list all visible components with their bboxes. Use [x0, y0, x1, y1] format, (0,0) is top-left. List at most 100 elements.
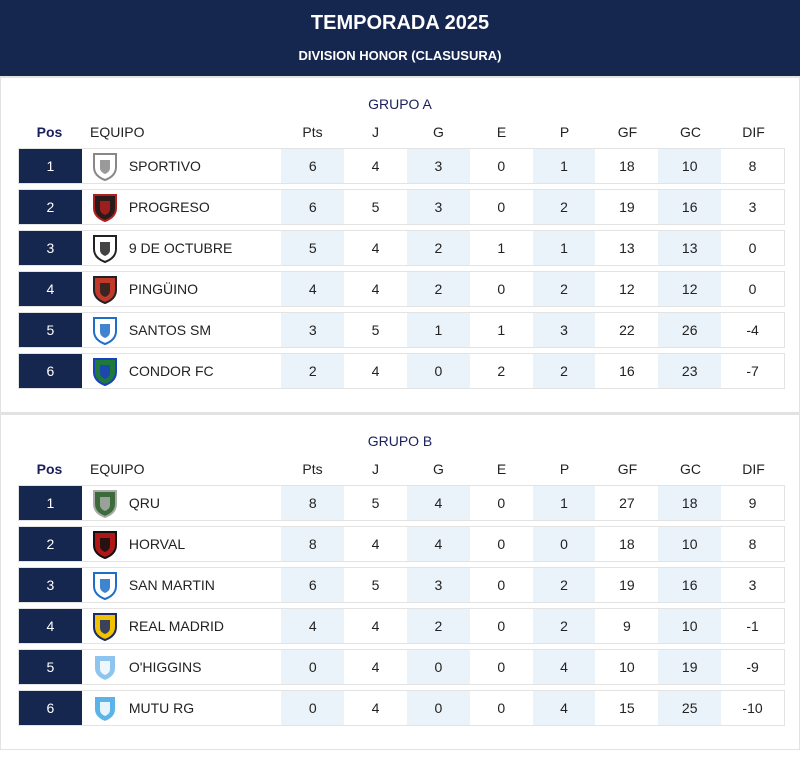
- group-a-section: GRUPO A Pos EQUIPO Pts J G E P GF GC DIF 1 SPORTIVO 6…: [0, 76, 800, 413]
- pts-cell: 2: [281, 354, 345, 388]
- e-cell: 0: [497, 700, 506, 716]
- gf-cell: 12: [619, 281, 635, 297]
- 9-de-octubre-crest-icon: [92, 235, 117, 263]
- table-row[interactable]: 3 9 DE OCTUBRE 5 4 2 1 1 13 13 0: [18, 230, 785, 266]
- gc-cell: 10: [658, 527, 722, 561]
- g-cell: 3: [406, 190, 470, 224]
- team-cell: SAN MARTIN: [82, 568, 282, 602]
- j-cell: 5: [371, 199, 380, 215]
- table-row[interactable]: 1 QRU 8 5 4 0 1 27 18 9: [18, 485, 785, 521]
- dif-cell: -7: [746, 363, 759, 379]
- j-cell: 5: [371, 322, 380, 338]
- header-equipo: EQUIPO: [90, 461, 145, 477]
- team-cell: SPORTIVO: [82, 149, 282, 183]
- pts-cell: 5: [281, 231, 345, 265]
- position-cell: 6: [19, 691, 82, 725]
- team-cell: QRU: [82, 486, 282, 520]
- header-p: P: [559, 124, 570, 140]
- table-row[interactable]: 3 SAN MARTIN 6 5 3 0 2 19 16 3: [18, 567, 785, 603]
- team-cell: HORVAL: [82, 527, 282, 561]
- g-cell: 3: [406, 568, 470, 602]
- header-pos: Pos: [36, 461, 63, 477]
- header-pts: Pts: [302, 461, 323, 477]
- gc-cell: 12: [658, 272, 722, 306]
- table-row[interactable]: 4 REAL MADRID 4 4 2 0 2 9 10 -1: [18, 608, 785, 644]
- division-subtitle: DIVISION HONOR (CLASUSURA): [298, 48, 502, 63]
- team-cell: PINGÜINO: [82, 272, 282, 306]
- team-cell: PROGRESO: [82, 190, 282, 224]
- header-dif: DIF: [742, 124, 765, 140]
- table-row[interactable]: 6 CONDOR FC 2 4 0 2 2 16 23 -7: [18, 353, 785, 389]
- table-row[interactable]: 2 HORVAL 8 4 4 0 0 18 10 8: [18, 526, 785, 562]
- gc-cell: 23: [658, 354, 722, 388]
- j-cell: 4: [371, 158, 380, 174]
- g-cell: 2: [406, 609, 470, 643]
- position-cell: 2: [19, 190, 82, 224]
- table-row[interactable]: 5 SANTOS SM 3 5 1 1 3 22 26 -4: [18, 312, 785, 348]
- table-row[interactable]: 6 MUTU RG 0 4 0 0 4 15 25 -10: [18, 690, 785, 726]
- e-cell: 0: [497, 659, 506, 675]
- e-cell: 0: [497, 199, 506, 215]
- ohiggins-crest-icon: [92, 654, 117, 682]
- header-j: J: [372, 461, 379, 477]
- gf-cell: 9: [622, 618, 631, 634]
- e-cell: 0: [497, 281, 506, 297]
- header-e: E: [496, 461, 507, 477]
- p-cell: 1: [532, 231, 596, 265]
- santos-sm-crest-icon: [92, 317, 117, 345]
- j-cell: 4: [371, 281, 380, 297]
- p-cell: 1: [532, 486, 596, 520]
- j-cell: 4: [371, 536, 380, 552]
- team-cell: REAL MADRID: [82, 609, 282, 643]
- j-cell: 4: [371, 363, 380, 379]
- table-row[interactable]: 1 SPORTIVO 6 4 3 0 1 18 10 8: [18, 148, 785, 184]
- j-cell: 4: [371, 618, 380, 634]
- position-cell: 1: [19, 486, 82, 520]
- gf-cell: 15: [619, 700, 635, 716]
- header-gf: GF: [617, 461, 638, 477]
- team-name: SANTOS SM: [128, 322, 212, 338]
- gc-cell: 10: [658, 609, 722, 643]
- mutu-rg-crest-icon: [92, 695, 117, 723]
- gf-cell: 13: [619, 240, 635, 256]
- gc-cell: 25: [658, 691, 722, 725]
- j-cell: 4: [371, 700, 380, 716]
- e-cell: 1: [497, 240, 506, 256]
- progreso-crest-icon: [92, 194, 117, 222]
- group-b-section: GRUPO B Pos EQUIPO Pts J G E P GF GC DIF 1 QRU 8 5 4 0 1 2…: [0, 413, 800, 750]
- team-name: MUTU RG: [128, 700, 195, 716]
- pts-cell: 6: [281, 190, 345, 224]
- g-cell: 4: [406, 527, 470, 561]
- header-g: G: [433, 461, 444, 477]
- gc-cell: 16: [658, 190, 722, 224]
- e-cell: 1: [497, 322, 506, 338]
- position-cell: 2: [19, 527, 82, 561]
- group-title: GRUPO B: [367, 433, 433, 449]
- g-cell: 3: [406, 149, 470, 183]
- pts-cell: 0: [281, 691, 345, 725]
- team-cell: 9 DE OCTUBRE: [82, 231, 282, 265]
- position-cell: 3: [19, 568, 82, 602]
- e-cell: 0: [497, 158, 506, 174]
- header-j: J: [372, 124, 379, 140]
- table-row[interactable]: 4 PINGÜINO 4 4 2 0 2 12 12 0: [18, 271, 785, 307]
- team-cell: CONDOR FC: [82, 354, 282, 388]
- e-cell: 0: [497, 495, 506, 511]
- header-e: E: [496, 124, 507, 140]
- dif-cell: -1: [746, 618, 759, 634]
- table-row[interactable]: 5 O'HIGGINS 0 4 0 0 4 10 19 -9: [18, 649, 785, 685]
- gc-cell: 10: [658, 149, 722, 183]
- j-cell: 4: [371, 659, 380, 675]
- team-name: SAN MARTIN: [128, 577, 215, 593]
- gc-cell: 18: [658, 486, 722, 520]
- gf-cell: 22: [619, 322, 635, 338]
- position-cell: 3: [19, 231, 82, 265]
- header-g: G: [433, 124, 444, 140]
- gf-cell: 10: [619, 659, 635, 675]
- e-cell: 0: [497, 536, 506, 552]
- dif-cell: -10: [742, 700, 763, 716]
- gc-cell: 16: [658, 568, 722, 602]
- table-row[interactable]: 2 PROGRESO 6 5 3 0 2 19 16 3: [18, 189, 785, 225]
- horval-crest-icon: [92, 531, 117, 559]
- gf-cell: 16: [619, 363, 635, 379]
